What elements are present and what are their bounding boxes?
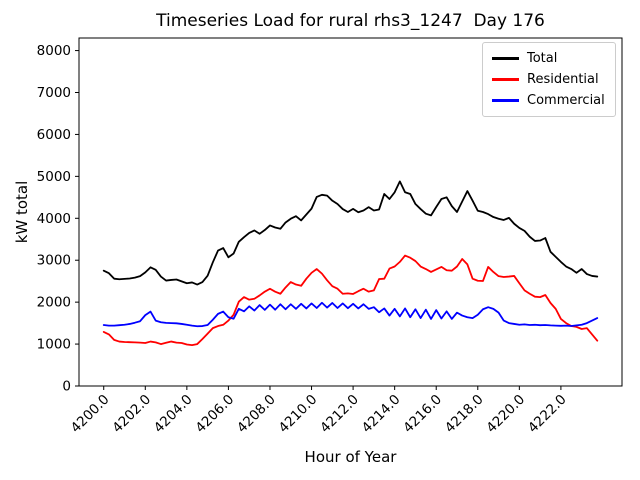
total-line-swatch [492,57,519,60]
x-tick-label: 4208.0 [234,392,279,437]
x-tick-label: 4200.0 [68,392,113,437]
y-axis-label: kW total [13,180,31,244]
x-tick-label: 4204.0 [151,392,196,437]
y-tick-label: 5000 [37,169,71,185]
legend-item-residential: Residential [492,69,615,90]
legend-label: Commercial [527,93,605,108]
legend-item-commercial: Commercial [492,90,615,111]
chart-title: Timeseries Load for rural rhs3_1247 Day … [156,11,545,31]
y-tick-label: 0 [62,379,71,395]
total-line [102,180,599,286]
residential-line-swatch [492,78,519,81]
x-tick-label: 4212.0 [317,392,362,437]
legend-label: Residential [527,72,599,87]
y-tick-label: 1000 [37,337,71,353]
x-tick-label: 4216.0 [400,392,445,437]
y-tick-label: 4000 [37,211,71,227]
y-tick-label: 7000 [37,85,71,101]
x-tick-label: 4220.0 [483,392,528,437]
commercial-line [102,301,599,328]
x-tick-label: 4210.0 [276,392,321,437]
x-tick-label: 4214.0 [359,392,404,437]
x-tick-label: 4218.0 [442,392,487,437]
y-tick-label: 6000 [37,127,71,143]
series-lines [102,180,599,347]
x-tick-label: 4206.0 [193,392,238,437]
y-tick-label: 2000 [37,295,71,311]
legend-label: Total [527,51,558,66]
legend-item-total: Total [492,48,615,69]
commercial-line-swatch [492,99,519,102]
legend-box: Total Residential Commercial [482,42,616,117]
x-tick-label: 4222.0 [525,392,570,437]
residential-line [102,254,599,347]
y-tick-label: 8000 [37,43,71,59]
y-tick-label: 3000 [37,253,71,269]
x-axis-label: Hour of Year [304,448,397,466]
x-tick-label: 4202.0 [109,392,154,437]
axes-border [78,37,623,387]
